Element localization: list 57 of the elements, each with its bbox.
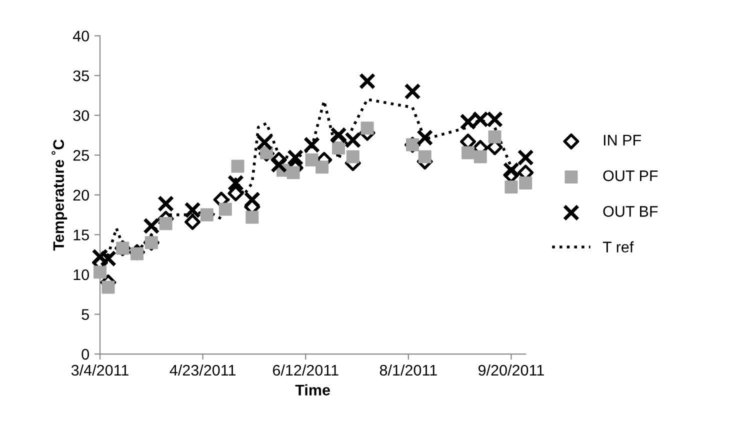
point (228, 185, 244, 202)
point (227, 174, 244, 192)
x-tick-label: 6/12/2011 (272, 364, 338, 376)
y-tick-label: 20 (73, 190, 89, 201)
point (102, 280, 115, 294)
point (94, 266, 107, 279)
x-tick-label: 9/20/2011 (478, 364, 544, 376)
point (462, 146, 475, 160)
point (246, 210, 259, 224)
point (231, 160, 244, 173)
x-tick-label: 4/23/2011 (170, 364, 236, 376)
point (346, 150, 360, 164)
point (184, 202, 201, 218)
x-axis-title: Time (295, 384, 330, 396)
point (130, 247, 144, 260)
point (286, 166, 300, 180)
point (502, 162, 520, 179)
point (488, 130, 502, 144)
x-tick-label: 8/1/2011 (380, 364, 437, 376)
y-axis-title: Temperature ˚C (52, 139, 68, 251)
point (418, 150, 432, 164)
point (517, 149, 534, 166)
legend-label: OUT BF (603, 206, 658, 217)
point (244, 191, 260, 208)
legend-label: T ref (602, 241, 634, 252)
y-tick-label: 5 (82, 309, 89, 320)
point (358, 72, 376, 90)
point (287, 149, 304, 166)
y-tick-label: 35 (73, 70, 89, 82)
point (416, 129, 434, 146)
legend-label: IN PF (604, 134, 641, 146)
point (159, 217, 172, 230)
point (316, 160, 329, 174)
point (404, 83, 421, 100)
y-tick-label: 0 (82, 348, 89, 360)
point (474, 150, 487, 164)
point (504, 180, 518, 194)
point (305, 153, 318, 166)
y-tick-label: 15 (74, 230, 89, 240)
point (218, 202, 232, 216)
point (360, 122, 374, 135)
y-tick-label: 25 (73, 150, 89, 161)
y-tick-label: 30 (73, 110, 89, 122)
point (270, 156, 288, 174)
point (143, 218, 160, 234)
point (256, 134, 273, 151)
point (332, 141, 346, 154)
x-tick-label: 3/4/2011 (71, 364, 128, 376)
point (157, 195, 174, 212)
point (303, 136, 320, 154)
point (519, 176, 532, 190)
point (200, 208, 214, 222)
y-tick-label: 40 (72, 30, 89, 42)
point (184, 214, 201, 230)
point (260, 146, 274, 160)
y-tick-label: 10 (74, 269, 89, 280)
legend-label: OUT PF (603, 170, 658, 182)
